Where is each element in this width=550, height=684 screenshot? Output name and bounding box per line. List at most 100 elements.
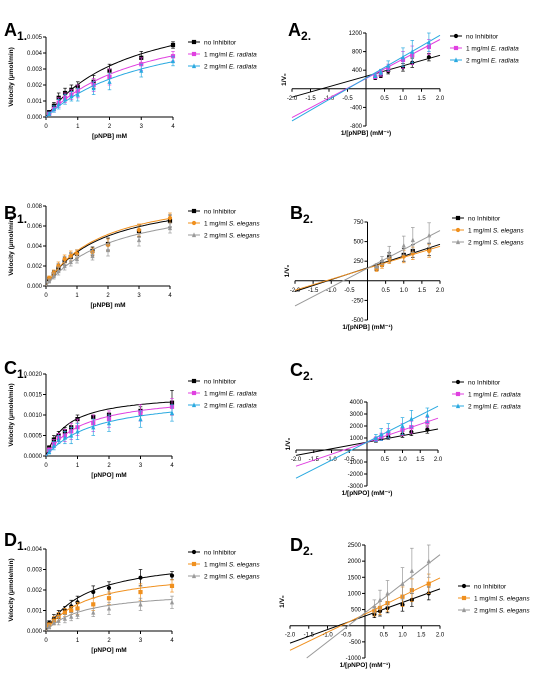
legend-swatch-marker [461, 607, 467, 613]
y-tick-label: 0.0005 [24, 434, 43, 440]
data-point [400, 581, 405, 586]
y-axis-label: Velocity (μmole/min) [8, 558, 15, 621]
data-point [425, 427, 430, 432]
legend-swatch-marker [191, 39, 197, 45]
legend-entry: 1 mg/ml E. radiata [204, 391, 257, 398]
data-point [106, 585, 112, 591]
panel-label-letter: D [290, 535, 303, 555]
y-tick-label: 0.006 [27, 224, 43, 230]
data-point [401, 254, 406, 259]
series-2 [45, 222, 173, 287]
data-point [51, 443, 56, 448]
data-point [62, 616, 67, 621]
data-point [385, 590, 390, 596]
x-tick-label: 1 [76, 124, 80, 130]
x-tick-label: 2.0 [434, 457, 443, 463]
y-tick-label: 0.000 [27, 115, 43, 121]
data-point [167, 225, 173, 231]
legend-swatch-marker [453, 33, 459, 39]
x-tick-label: 0 [44, 293, 48, 299]
y-tick-label: 0.002 [27, 264, 43, 270]
panel-label-letter: C [4, 358, 17, 378]
data-point [69, 608, 74, 613]
y-tick-label: 1000 [348, 591, 362, 597]
panel-label-subscript: 2 [301, 29, 308, 43]
data-point [378, 69, 383, 75]
legend-entry-species: E. radiata [493, 392, 521, 399]
data-point [136, 227, 142, 233]
x-tick-label: -2.0 [287, 96, 298, 102]
x-tick-label: 4 [168, 293, 172, 299]
legend-entry: 2 mg/ml E. radiata [466, 58, 519, 65]
y-tick-label: 0.001 [27, 609, 43, 615]
axes [291, 32, 441, 127]
y-tick-label: 500 [351, 608, 362, 614]
y-tick-label: -250 [351, 298, 364, 304]
panel-label-subscript: 1 [17, 212, 24, 226]
data-point [62, 263, 67, 269]
series-line [294, 230, 441, 307]
legend-entry: no Inhibitor [468, 380, 501, 387]
y-tick-label: 0.0000 [24, 454, 43, 460]
x-tick-label: -1.5 [305, 96, 316, 102]
legend-entry-species: E. radiata [229, 52, 257, 59]
x-axis-label: 1/[pNPO] (mM⁻¹) [342, 490, 393, 497]
y-tick-label: 4000 [350, 400, 364, 406]
legend-entry-text: no Inhibitor [466, 34, 499, 41]
legend-entry-species: E. radiata [493, 404, 521, 411]
legend-entry: no Inhibitor [204, 40, 237, 47]
data-point [56, 618, 61, 623]
legend-entry: no Inhibitor [204, 379, 237, 386]
legend-entry: 2 mg/ml S. elegans [474, 608, 530, 615]
axes [43, 205, 171, 289]
data-point [75, 612, 80, 617]
data-point [400, 54, 406, 60]
legend-swatch-marker [191, 573, 197, 579]
legend-entry-text: 2 mg/ml [474, 608, 499, 615]
x-axis-label: [pNPB] mM [92, 133, 127, 140]
series-2 [294, 222, 441, 307]
legend-swatch-marker [453, 57, 459, 63]
data-point [169, 410, 175, 416]
axes [43, 36, 174, 120]
panel-label: C1. [4, 358, 27, 381]
legend-entry-text: no Inhibitor [204, 550, 237, 557]
panel-label-subscript: 2 [303, 544, 310, 558]
x-tick-label: 4 [170, 638, 174, 644]
x-axis-label: [pNPB] mM [90, 302, 125, 309]
legend-swatch-marker [191, 232, 197, 238]
y-tick-label: 0.002 [27, 83, 43, 89]
series-2 [291, 32, 441, 122]
legend-entry-species: S. elegans [499, 596, 530, 603]
data-point [400, 423, 405, 429]
legend-swatch-marker [191, 63, 197, 69]
legend-entry-text: 2 mg/ml [204, 403, 229, 410]
data-point [386, 428, 391, 433]
y-tick-label: 0.0015 [24, 393, 43, 399]
x-tick-label: 1.0 [398, 457, 407, 463]
legend-entry-text: 2 mg/ml [204, 233, 229, 240]
legend-entry-text: 2 mg/ml [468, 240, 493, 247]
series-line [295, 405, 439, 479]
data-point [136, 237, 142, 243]
legend-entry: 2 mg/ml S. elegans [204, 574, 260, 581]
legend-entry-text: 2 mg/ml [468, 404, 493, 411]
legend-swatch-marker [455, 403, 461, 409]
data-point [75, 92, 80, 97]
panel-label-dot: . [308, 29, 311, 43]
data-point [373, 73, 378, 78]
data-point [169, 573, 175, 578]
series-2 [295, 405, 439, 479]
x-tick-label: -1.5 [308, 288, 319, 294]
x-tick-label: 2.0 [436, 288, 445, 294]
x-tick-label: 4 [170, 463, 174, 469]
x-tick-label: 0.5 [381, 457, 390, 463]
data-point [51, 620, 56, 625]
legend-entry: no Inhibitor [474, 584, 507, 591]
data-point [427, 232, 432, 238]
panel-label-subscript: 1 [17, 539, 24, 553]
y-tick-label: 0.0010 [24, 413, 43, 419]
